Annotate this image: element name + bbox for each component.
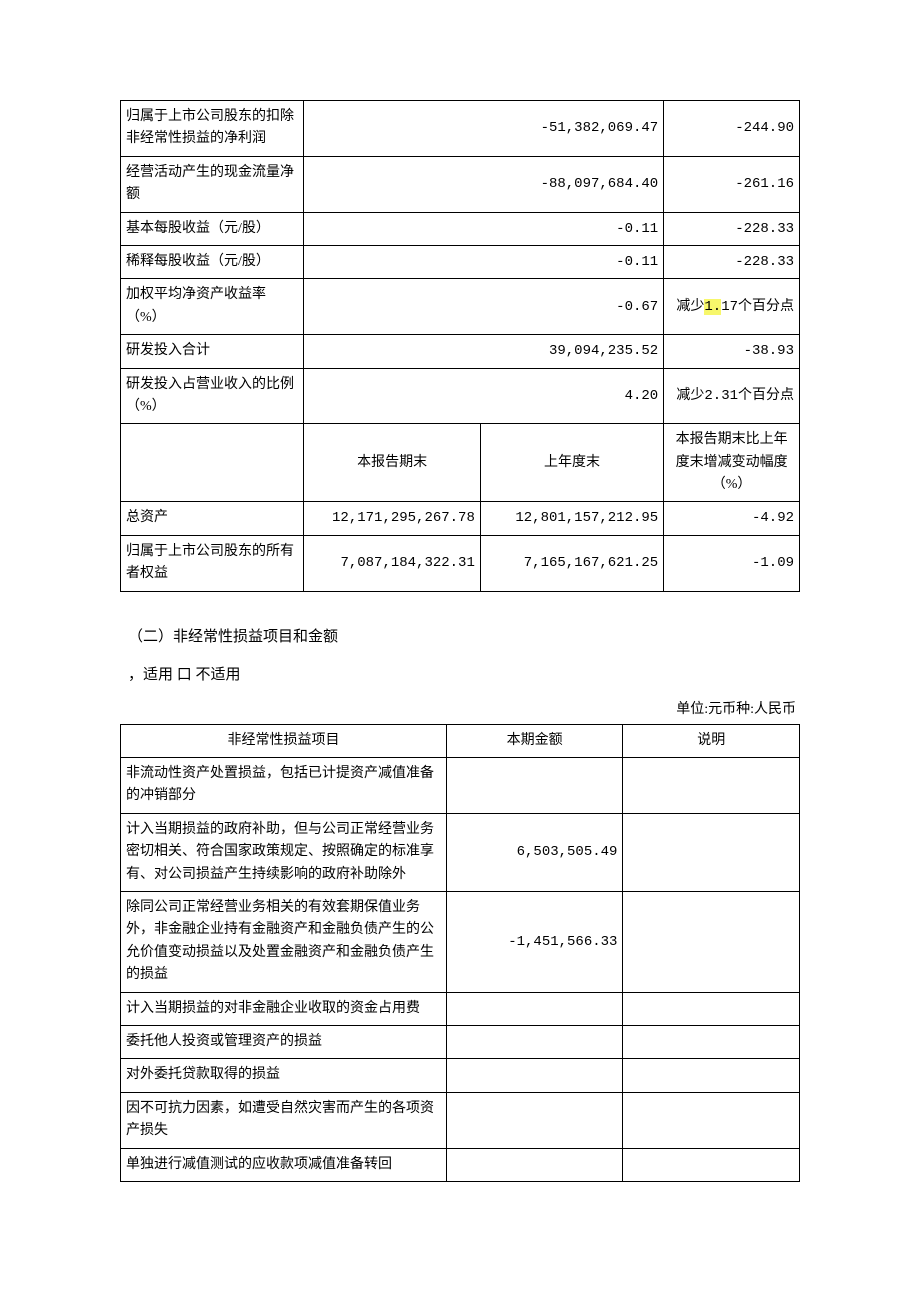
row-change: -1.09: [664, 535, 800, 591]
subheader-prior-year-end: 上年度末: [480, 424, 663, 502]
row-note: [623, 758, 800, 814]
table-row: 委托他人投资或管理资产的损益: [121, 1025, 800, 1058]
non-recurring-items-table: 非经常性损益项目 本期金额 说明 非流动性资产处置损益，包括已计提资产减值准备的…: [120, 724, 800, 1182]
table-row: 除同公司正常经营业务相关的有效套期保值业务外，非金融企业持有金融资产和金融负债产…: [121, 891, 800, 992]
row-change: -261.16: [664, 156, 800, 212]
row-change: -228.33: [664, 212, 800, 245]
table-row: 稀释每股收益（元/股） -0.11 -228.33: [121, 245, 800, 278]
row-note: [623, 992, 800, 1025]
row-value: [446, 1059, 623, 1092]
row-label: 非流动性资产处置损益，包括已计提资产减值准备的冲销部分: [121, 758, 447, 814]
row-value: -0.67: [304, 279, 664, 335]
table-header: 非经常性损益项目 本期金额 说明: [121, 724, 800, 757]
table-row: 单独进行减值测试的应收款项减值准备转回: [121, 1148, 800, 1181]
row-value: -1,451,566.33: [446, 891, 623, 992]
row-label: 对外委托贷款取得的损益: [121, 1059, 447, 1092]
financial-metrics-table: 归属于上市公司股东的扣除非经常性损益的净利润 -51,382,069.47 -2…: [120, 100, 800, 592]
row-label: 总资产: [121, 502, 304, 535]
row-value: 7,087,184,322.31: [304, 535, 481, 591]
header-note: 说明: [623, 724, 800, 757]
subheader-period-end: 本报告期末: [304, 424, 481, 502]
row-change: -4.92: [664, 502, 800, 535]
row-label: 除同公司正常经营业务相关的有效套期保值业务外，非金融企业持有金融资产和金融负债产…: [121, 891, 447, 992]
table-row: 研发投入合计 39,094,235.52 -38.93: [121, 335, 800, 368]
row-note: [623, 891, 800, 992]
subheader-blank: [121, 424, 304, 502]
table-row: 计入当期损益的对非金融企业收取的资金占用费: [121, 992, 800, 1025]
table-row: 研发投入占营业收入的比例（%） 4.20 减少2.31个百分点: [121, 368, 800, 424]
row-note: [623, 1059, 800, 1092]
row-label: 计入当期损益的对非金融企业收取的资金占用费: [121, 992, 447, 1025]
row-value: -88,097,684.40: [304, 156, 664, 212]
row-note: [623, 1092, 800, 1148]
row-label: 单独进行减值测试的应收款项减值准备转回: [121, 1148, 447, 1181]
section-title: （二）非经常性损益项目和金额: [128, 622, 800, 652]
table-row: 加权平均净资产收益率（%） -0.67 减少1.17个百分点: [121, 279, 800, 335]
row-change: 减少2.31个百分点: [664, 368, 800, 424]
row-label: 计入当期损益的政府补助，但与公司正常经营业务密切相关、符合国家政策规定、按照确定…: [121, 813, 447, 891]
row-label: 稀释每股收益（元/股）: [121, 245, 304, 278]
row-value: [446, 1148, 623, 1181]
header-item: 非经常性损益项目: [121, 724, 447, 757]
table-row: 归属于上市公司股东的所有者权益 7,087,184,322.31 7,165,1…: [121, 535, 800, 591]
row-value: [446, 1025, 623, 1058]
table-row: 归属于上市公司股东的扣除非经常性损益的净利润 -51,382,069.47 -2…: [121, 101, 800, 157]
subheader-change-pct: 本报告期末比上年度末增减变动幅度（%）: [664, 424, 800, 502]
table-row: 非流动性资产处置损益，包括已计提资产减值准备的冲销部分: [121, 758, 800, 814]
header-amount: 本期金额: [446, 724, 623, 757]
table-subheader: 本报告期末 上年度末 本报告期末比上年度末增减变动幅度（%）: [121, 424, 800, 502]
row-label: 加权平均净资产收益率（%）: [121, 279, 304, 335]
row-change: -38.93: [664, 335, 800, 368]
row-change: -228.33: [664, 245, 800, 278]
row-note: [623, 1148, 800, 1181]
row-value: [446, 1092, 623, 1148]
applicable-text: ，适用 口 不适用: [128, 660, 800, 690]
table-row: 计入当期损益的政府补助，但与公司正常经营业务密切相关、符合国家政策规定、按照确定…: [121, 813, 800, 891]
unit-label: 单位:元币种:人民币: [120, 698, 796, 718]
row-value: 6,503,505.49: [446, 813, 623, 891]
row-label: 因不可抗力因素，如遭受自然灾害而产生的各项资产损失: [121, 1092, 447, 1148]
row-label: 经营活动产生的现金流量净额: [121, 156, 304, 212]
row-label: 归属于上市公司股东的扣除非经常性损益的净利润: [121, 101, 304, 157]
row-value: -51,382,069.47: [304, 101, 664, 157]
row-change: 减少1.17个百分点: [664, 279, 800, 335]
row-value: 12,171,295,267.78: [304, 502, 481, 535]
row-value: 7,165,167,621.25: [480, 535, 663, 591]
row-value: 39,094,235.52: [304, 335, 664, 368]
row-label: 归属于上市公司股东的所有者权益: [121, 535, 304, 591]
row-change: -244.90: [664, 101, 800, 157]
row-value: 12,801,157,212.95: [480, 502, 663, 535]
row-value: [446, 758, 623, 814]
table-row: 基本每股收益（元/股） -0.11 -228.33: [121, 212, 800, 245]
table-row: 经营活动产生的现金流量净额 -88,097,684.40 -261.16: [121, 156, 800, 212]
table-row: 总资产 12,171,295,267.78 12,801,157,212.95 …: [121, 502, 800, 535]
table-row: 对外委托贷款取得的损益: [121, 1059, 800, 1092]
table-row: 因不可抗力因素，如遭受自然灾害而产生的各项资产损失: [121, 1092, 800, 1148]
row-label: 研发投入合计: [121, 335, 304, 368]
row-label: 研发投入占营业收入的比例（%）: [121, 368, 304, 424]
row-value: 4.20: [304, 368, 664, 424]
row-label: 委托他人投资或管理资产的损益: [121, 1025, 447, 1058]
row-value: -0.11: [304, 212, 664, 245]
row-value: [446, 992, 623, 1025]
row-value: -0.11: [304, 245, 664, 278]
row-label: 基本每股收益（元/股）: [121, 212, 304, 245]
row-note: [623, 1025, 800, 1058]
row-note: [623, 813, 800, 891]
